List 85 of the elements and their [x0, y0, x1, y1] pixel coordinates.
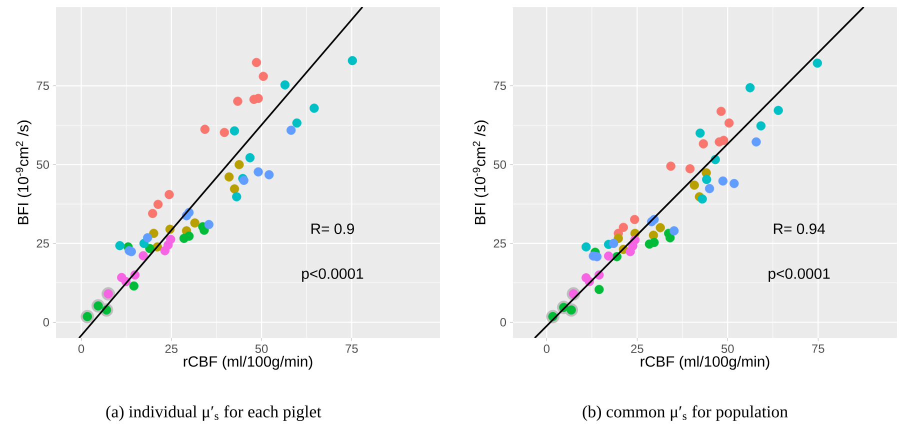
point — [752, 137, 761, 147]
point — [252, 58, 262, 68]
x-tick-label: 25 — [165, 344, 178, 353]
y-tick-label: 50 — [36, 160, 50, 169]
y-axis-title: BFI (10$^{-9}$cm$^{2}$ /s) — [16, 120, 32, 224]
point — [698, 139, 708, 148]
x-tick-label: 0 — [544, 344, 550, 353]
x-tick-label: 0 — [78, 344, 84, 353]
point — [264, 170, 274, 180]
point — [690, 180, 699, 190]
text: (a) individual μ′$_{s}$ for each piglet — [106, 405, 322, 421]
point — [348, 56, 357, 66]
point — [666, 162, 676, 171]
y-tick-label: 25 — [36, 239, 49, 248]
x-tick-label: 50 — [255, 344, 268, 353]
annotation: R= 0.94 — [774, 223, 826, 234]
x-tick-label: 25 — [631, 344, 644, 353]
point — [609, 238, 618, 248]
point — [696, 128, 705, 138]
point — [650, 238, 659, 248]
point — [230, 126, 240, 136]
point — [230, 184, 240, 194]
annotation: R= 0.9 — [311, 223, 354, 234]
point — [254, 94, 263, 104]
point — [656, 223, 665, 232]
point — [200, 124, 210, 134]
point — [618, 222, 628, 232]
y-tick-label: 75 — [494, 82, 506, 90]
point — [234, 160, 244, 170]
point — [716, 106, 726, 116]
point — [245, 153, 255, 162]
point — [233, 96, 242, 106]
point — [115, 241, 124, 250]
point — [149, 228, 158, 238]
point — [254, 167, 263, 176]
point — [774, 106, 783, 116]
point — [142, 233, 152, 242]
point — [292, 118, 302, 128]
point — [756, 121, 766, 130]
point — [630, 214, 640, 224]
x-tick-label: 75 — [812, 344, 824, 353]
point — [204, 220, 214, 230]
point — [594, 284, 604, 294]
x-axis-title: rCBF (ml/100g/min) — [184, 356, 312, 370]
point — [698, 194, 707, 204]
point — [129, 281, 138, 291]
point — [220, 128, 229, 138]
point — [648, 230, 658, 240]
point — [153, 200, 163, 209]
y-tick-label: 0 — [500, 318, 506, 326]
point — [286, 126, 296, 135]
y-tick-label: 50 — [494, 160, 506, 169]
point — [310, 104, 319, 113]
point — [812, 58, 822, 68]
point — [148, 208, 158, 218]
point — [669, 226, 679, 236]
point — [190, 218, 200, 228]
point — [685, 164, 695, 174]
point — [138, 251, 148, 260]
x-tick-label: 50 — [721, 344, 734, 353]
x-axis-title: rCBF (ml/100g/min) — [640, 356, 770, 370]
y-axis-title: BFI (10$^{-9}$cm$^{2}$ /s) — [472, 120, 488, 224]
point — [232, 192, 242, 202]
point — [724, 118, 734, 128]
point — [280, 80, 290, 90]
point — [604, 251, 614, 261]
point — [184, 232, 194, 241]
point — [258, 72, 268, 81]
annotation: p<0.0001 — [768, 268, 830, 282]
point — [718, 176, 728, 186]
annotation: p<0.0001 — [302, 268, 364, 282]
y-tick-label: 0 — [43, 318, 50, 326]
point — [224, 172, 234, 182]
point — [730, 178, 739, 188]
point — [164, 190, 174, 200]
x-tick-label: 75 — [346, 344, 358, 353]
point — [745, 83, 755, 92]
point — [582, 242, 591, 252]
y-tick-label: 75 — [36, 82, 49, 90]
point — [704, 184, 714, 194]
y-tick-label: 25 — [494, 239, 506, 248]
text: (b) common μ′$_{s}$ for population — [582, 405, 788, 421]
point — [166, 234, 176, 244]
point — [719, 136, 728, 145]
point — [702, 174, 712, 184]
